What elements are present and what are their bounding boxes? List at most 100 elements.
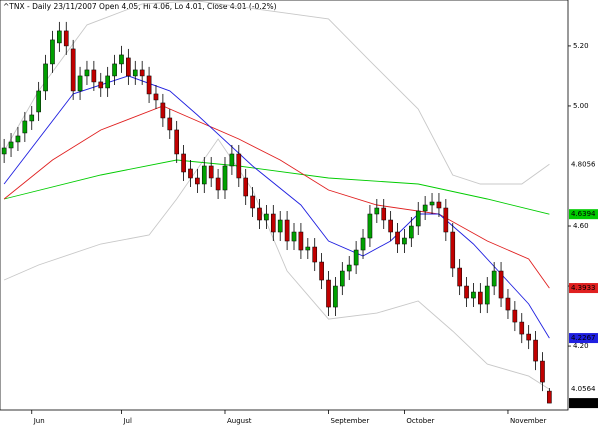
- candle-body: [132, 69, 138, 77]
- y-tick-label: 5.00: [573, 102, 589, 110]
- candle-body: [243, 177, 249, 197]
- candle-body: [36, 90, 41, 113]
- candle-body: [505, 297, 511, 311]
- y-tick-label: 5.20: [573, 42, 589, 50]
- candle-body: [195, 177, 200, 185]
- candle-body: [491, 270, 497, 287]
- candle-body: [367, 213, 373, 239]
- value-marker-label: 4.6394: [571, 210, 596, 218]
- candle-body: [422, 204, 428, 212]
- candle-body: [526, 333, 531, 341]
- candle-body: [284, 219, 290, 242]
- candle-body: [112, 63, 117, 77]
- value-marker-label: 4.0564: [571, 385, 596, 393]
- candle-body: [70, 48, 76, 92]
- x-tick-label: October: [406, 417, 434, 425]
- candle-body: [270, 213, 276, 233]
- candle-body: [153, 93, 159, 101]
- candle-body: [50, 39, 55, 65]
- value-marker-label: 4.8056: [571, 160, 596, 168]
- y-tick-label: 4.60: [573, 222, 589, 230]
- candle-body: [498, 270, 504, 299]
- value-marker: [569, 384, 598, 395]
- candle-body: [381, 207, 387, 221]
- candle-body: [429, 201, 435, 206]
- x-tick-label: August: [227, 417, 252, 425]
- indicator-line: [3, 159, 550, 215]
- x-tick-label: November: [510, 417, 547, 425]
- candle-body: [374, 207, 380, 215]
- candle-body: [174, 129, 180, 155]
- candle-body: [333, 285, 338, 308]
- candle-body: [215, 177, 221, 191]
- value-marker: [569, 209, 598, 220]
- candle-body: [395, 231, 400, 245]
- candle-body: [98, 81, 104, 89]
- candle-body: [29, 114, 35, 122]
- candle-body: [519, 321, 525, 335]
- value-marker-label: 4.3933: [571, 284, 596, 292]
- candle-body: [15, 135, 21, 143]
- candle-body: [222, 165, 228, 191]
- x-tick-label: Jun: [33, 417, 45, 425]
- candle-body: [84, 69, 90, 77]
- x-tick-label: Jul: [122, 417, 132, 425]
- candle-body: [305, 246, 311, 251]
- value-marker-label: 4.2267: [571, 334, 596, 342]
- candle-body: [436, 201, 442, 209]
- candle-body: [540, 360, 545, 383]
- candle-body: [457, 267, 462, 287]
- candle-body: [277, 219, 283, 233]
- plot-area: [0, 0, 569, 411]
- indicator-line: [3, 0, 550, 185]
- y-tick-label: 4.20: [573, 342, 589, 350]
- candle-body: [201, 165, 207, 185]
- value-marker: [569, 398, 598, 409]
- candle-body: [91, 69, 97, 83]
- candle-body: [484, 285, 490, 305]
- candle-body: [43, 63, 48, 92]
- candle-body: [119, 54, 124, 65]
- candle-body: [339, 270, 345, 287]
- candle-body: [346, 264, 352, 272]
- candle-body: [533, 339, 538, 362]
- candle-body: [298, 231, 304, 251]
- candle-body: [547, 390, 552, 404]
- candle-body: [208, 165, 214, 179]
- candle-body: [77, 75, 83, 92]
- chart-title: ^TNX - Daily 23/11/2007 Open 4.05, Hi 4.…: [3, 2, 277, 11]
- candle-body: [8, 141, 14, 149]
- candle-body: [353, 249, 359, 266]
- candle-body: [415, 210, 421, 227]
- candle-body: [471, 291, 476, 299]
- candle-body: [229, 153, 235, 167]
- candle-body: [464, 285, 469, 299]
- candle-body: [167, 117, 173, 131]
- candle-body: [105, 75, 110, 89]
- candle-body: [402, 237, 407, 245]
- candle-body: [57, 30, 62, 44]
- indicator-line: [3, 138, 550, 390]
- indicator-line: [3, 105, 550, 289]
- candle-body: [360, 237, 366, 251]
- candle-body: [257, 207, 262, 221]
- x-tick-label: September: [331, 417, 370, 425]
- value-marker: [569, 283, 598, 294]
- candle-body: [236, 153, 242, 179]
- value-marker: [569, 159, 598, 170]
- candle-body: [450, 231, 456, 269]
- candle-body: [319, 261, 324, 281]
- candle-body: [312, 246, 318, 263]
- candle-body: [250, 195, 255, 209]
- candle-body: [409, 225, 414, 239]
- candle-body: [63, 30, 69, 47]
- candle-body: [443, 207, 449, 233]
- candle-body: [160, 102, 166, 119]
- candle-body: [181, 153, 186, 173]
- candle-body: [139, 69, 145, 77]
- candle-body: [188, 168, 193, 179]
- candle-body: [1, 147, 7, 155]
- candle-body: [146, 75, 152, 95]
- value-marker-label: 4.01: [571, 399, 587, 407]
